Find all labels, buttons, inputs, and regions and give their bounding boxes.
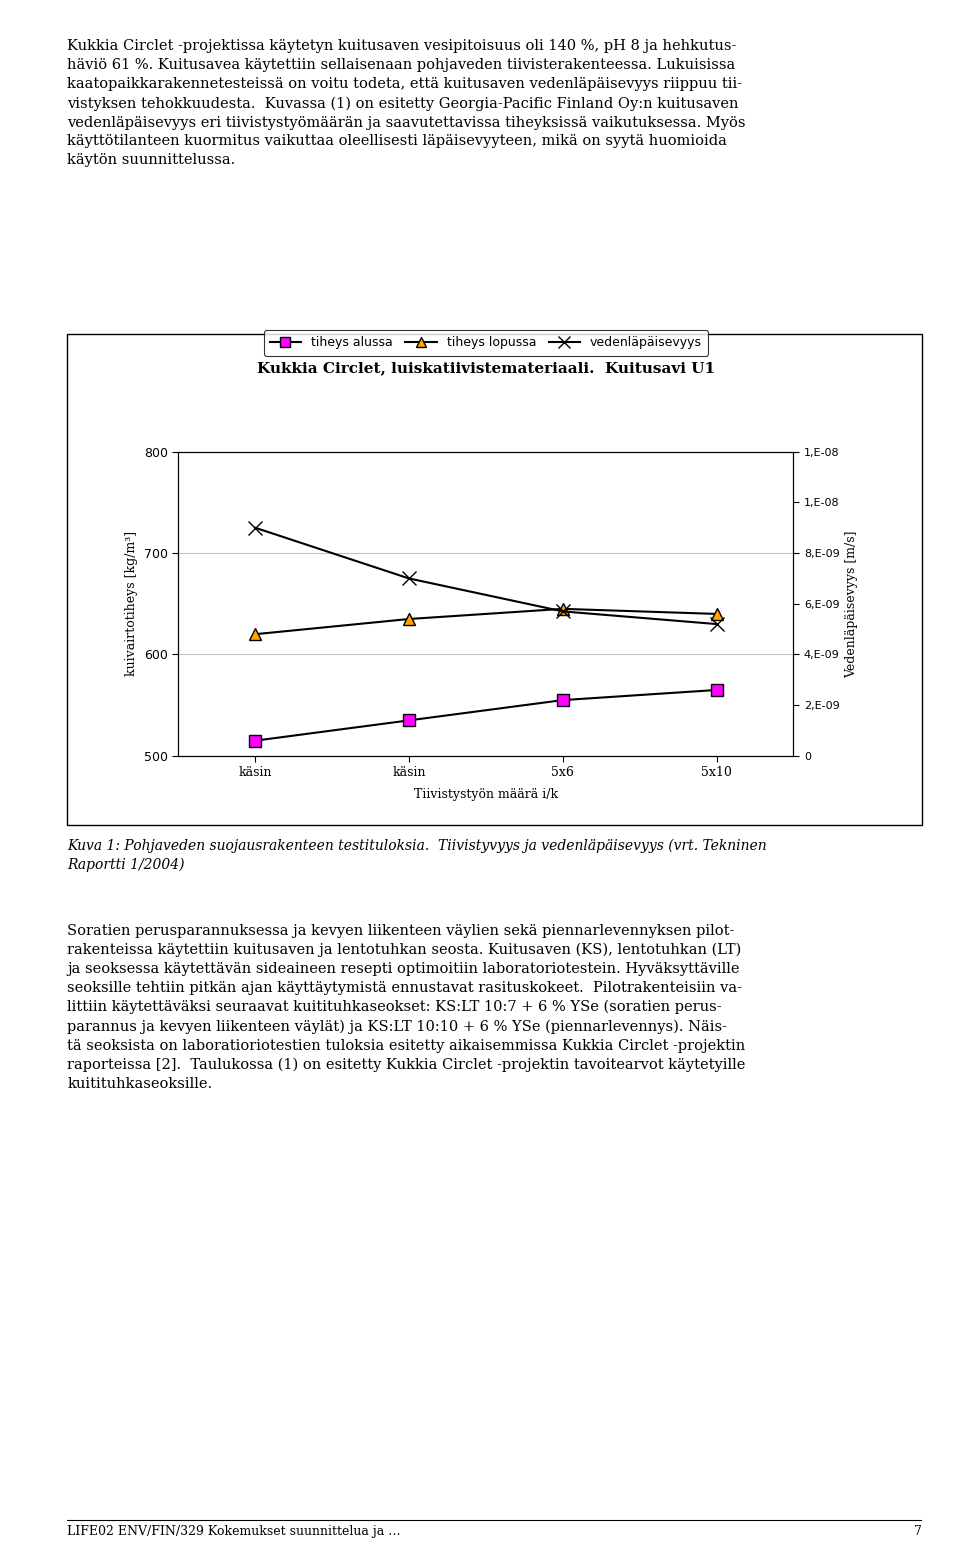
Text: LIFE02 ENV/FIN/329 Kokemukset suunnittelua ja …: LIFE02 ENV/FIN/329 Kokemukset suunnittel…	[67, 1525, 401, 1538]
Y-axis label: Vedenläpäisevyys [m/s]: Vedenläpäisevyys [m/s]	[845, 529, 858, 678]
Text: 7: 7	[914, 1525, 922, 1538]
Text: Kukkia Circlet, luiskatiivistemateriaali.  Kuitusavi U1: Kukkia Circlet, luiskatiivistemateriaali…	[256, 362, 715, 376]
X-axis label: Tiivistystyön määrä i/k: Tiivistystyön määrä i/k	[414, 788, 558, 800]
Legend: tiheys alussa, tiheys lopussa, vedenläpäisevyys: tiheys alussa, tiheys lopussa, vedenläpä…	[264, 330, 708, 355]
Y-axis label: kuivairtotiheys [kg/m³]: kuivairtotiheys [kg/m³]	[126, 531, 138, 677]
Text: Kukkia Circlet -projektissa käytetyn kuitusaven vesipitoisuus oli 140 %, pH 8 ja: Kukkia Circlet -projektissa käytetyn kui…	[67, 39, 746, 168]
Text: Kuva 1: Pohjaveden suojausrakenteen testituloksia.  Tiivistyvyys ja vedenläpäise: Kuva 1: Pohjaveden suojausrakenteen test…	[67, 839, 767, 872]
Text: Soratien perusparannuksessa ja kevyen liikenteen väylien sekä piennarlevennyksen: Soratien perusparannuksessa ja kevyen li…	[67, 924, 746, 1092]
